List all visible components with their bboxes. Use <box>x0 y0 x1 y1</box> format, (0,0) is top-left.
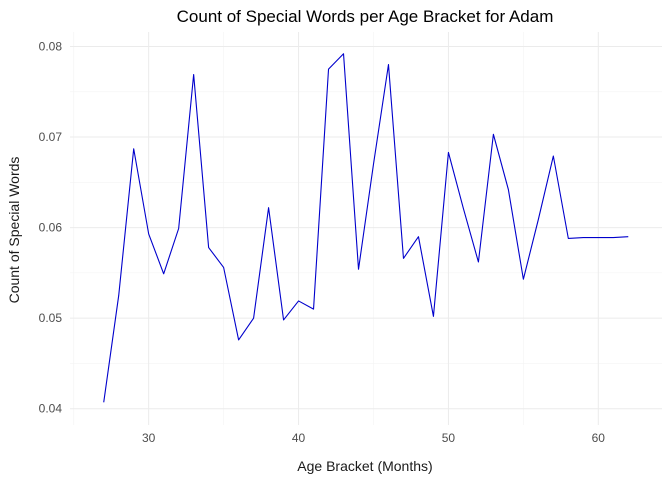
x-tick-label: 30 <box>142 431 156 445</box>
y-tick-label: 0.07 <box>39 130 63 144</box>
y-tick-label: 0.06 <box>39 221 63 235</box>
y-axis-title: Count of Special Words <box>6 157 22 304</box>
tick-labels: 30 40 50 60 0.04 0.05 0.06 0.07 0.08 <box>39 39 606 445</box>
x-tick-label: 40 <box>292 431 306 445</box>
gridlines <box>70 32 662 425</box>
series-layer <box>103 53 629 403</box>
y-tick-label: 0.04 <box>39 402 63 416</box>
y-tick-label: 0.08 <box>39 39 63 53</box>
x-axis-title: Age Bracket (Months) <box>297 458 432 474</box>
series-line <box>103 53 629 403</box>
y-tick-label: 0.05 <box>39 311 63 325</box>
x-tick-label: 60 <box>592 431 606 445</box>
chart-title: Count of Special Words per Age Bracket f… <box>177 7 554 26</box>
x-tick-label: 50 <box>442 431 456 445</box>
